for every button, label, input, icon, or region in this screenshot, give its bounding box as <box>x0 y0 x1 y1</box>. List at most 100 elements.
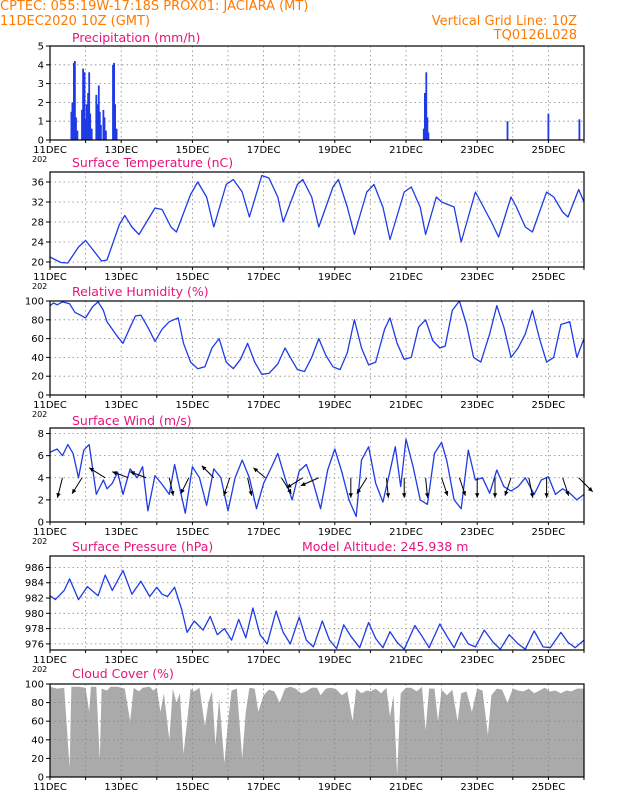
temperature-year-label: 202 <box>32 282 47 291</box>
cloud-cover-area <box>50 686 584 777</box>
pressure-xtick-label: 25DEC <box>532 655 566 666</box>
wind-arrow <box>528 477 535 498</box>
wind-ytick-label: 8 <box>38 429 44 440</box>
wind-arrow <box>180 477 190 494</box>
precipitation-bar <box>74 61 76 140</box>
cloud-cover-xtick-label: 19DEC <box>318 782 352 793</box>
wind-arrow <box>300 477 319 487</box>
humidity-ytick-label: 60 <box>31 334 44 345</box>
precipitation-xtick-label: 13DEC <box>104 145 138 156</box>
wind-xtick-label: 13DEC <box>104 527 138 538</box>
cloud-cover-ytick-label: 60 <box>31 717 44 728</box>
wind-arrow <box>562 477 570 496</box>
pressure-xtick-label: 17DEC <box>247 655 281 666</box>
temperature-xtick-label: 23DEC <box>460 272 494 283</box>
pressure-xtick-label: 19DEC <box>318 655 352 666</box>
precipitation-bar <box>424 93 426 140</box>
pressure-ytick-label: 980 <box>25 609 44 620</box>
wind-xtick-label: 25DEC <box>532 527 566 538</box>
precipitation-bar <box>426 117 429 140</box>
humidity-ytick-label: 0 <box>38 391 44 402</box>
precipitation-panel: 0 1 2 3 4 5 11DEC 13DEC 15DEC 17DEC 19DEC 21DEC 23DE… <box>32 30 585 164</box>
temperature-xtick-label: 13DEC <box>104 272 138 283</box>
precipitation-bar <box>70 111 73 140</box>
precipitation-xtick-label: 25DEC <box>532 145 566 156</box>
temperature-panel: 20 24 28 32 36 11DEC 13DEC 15DEC 17DEC 19DEC 21DEC… <box>31 155 585 291</box>
precipitation-xtick-label: 23DEC <box>460 145 494 156</box>
precipitation-bar <box>97 85 100 140</box>
temperature-xtick-label: 21DEC <box>389 272 423 283</box>
cloud-cover-xtick-label: 11DEC <box>33 782 67 793</box>
wind-arrow <box>544 477 549 498</box>
wind-arrow <box>56 477 63 498</box>
temperature-title: Surface Temperature (nC) <box>72 155 233 170</box>
precipitation-ytick-label: 2 <box>38 98 44 109</box>
wind-frame <box>49 427 585 523</box>
wind-arrow <box>458 477 466 496</box>
wind-arrow <box>201 465 215 479</box>
wind-series-line <box>50 438 584 518</box>
header-date: 11DEC2020 10Z (GMT) <box>0 14 151 29</box>
humidity-panel: 0 20 40 60 80 100 11DEC 13DEC 15DEC 17DEC 19DEC 21D… <box>25 284 585 419</box>
pressure-year-label: 202 <box>32 665 47 674</box>
wind-arrow <box>112 471 129 479</box>
wind-arrow <box>88 467 106 479</box>
humidity-xtick-label: 11DEC <box>33 400 67 411</box>
temperature-ytick-label: 20 <box>31 258 44 269</box>
wind-year-label: 202 <box>32 537 47 546</box>
header-run-id: TQ0126L028 <box>493 28 577 43</box>
cloud-cover-xtick-label: 23DEC <box>460 782 494 793</box>
precipitation-xtick-label: 15DEC <box>176 145 210 156</box>
humidity-xtick-label: 15DEC <box>176 400 210 411</box>
temperature-xtick-label: 17DEC <box>247 272 281 283</box>
precipitation-bar <box>115 128 118 140</box>
precipitation-xtick-label: 17DEC <box>247 145 281 156</box>
precipitation-bar <box>578 119 581 140</box>
wind-arrow <box>385 477 391 498</box>
precipitation-bar <box>73 62 75 140</box>
pressure-ytick-label: 978 <box>25 624 44 635</box>
cloud-cover-xtick-label: 13DEC <box>104 782 138 793</box>
cloud-cover-ytick-label: 100 <box>25 680 44 691</box>
precipitation-bar <box>71 102 74 140</box>
humidity-xtick-label: 17DEC <box>247 400 281 411</box>
precipitation-bar <box>427 132 430 140</box>
precipitation-xtick-label: 19DEC <box>318 145 352 156</box>
precipitation-ytick-label: 4 <box>38 60 44 71</box>
pressure-xtick-label: 15DEC <box>176 655 210 666</box>
wind-xtick-label: 17DEC <box>247 527 281 538</box>
cloud-cover-title: Cloud Cover (%) <box>72 666 174 681</box>
precipitation-bar <box>95 94 98 140</box>
header-station: CPTEC: 055:19W-17:18S PROX01: JACIARA (M… <box>0 0 309 14</box>
precipitation-bar <box>83 72 86 140</box>
pressure-title: Surface Pressure (hPa) <box>72 539 213 554</box>
precipitation-bar <box>84 119 87 140</box>
wind-arrow <box>168 477 175 496</box>
wind-arrow <box>223 477 231 496</box>
humidity-xtick-label: 23DEC <box>460 400 494 411</box>
pressure-ytick-label: 982 <box>25 594 44 605</box>
precipitation-xtick-label: 11DEC <box>33 145 67 156</box>
wind-arrow <box>129 471 147 479</box>
cloud-cover-xtick-label: 21DEC <box>389 782 423 793</box>
precipitation-bar <box>75 117 77 140</box>
precipitation-bar <box>100 125 102 140</box>
precipitation-bar <box>98 111 101 140</box>
wind-arrow <box>253 467 266 479</box>
precipitation-title: Precipitation (mm/h) <box>72 30 200 45</box>
wind-xtick-label: 21DEC <box>389 527 423 538</box>
humidity-year-label: 202 <box>32 410 47 419</box>
wind-ytick-label: 0 <box>38 518 44 529</box>
wind-arrow <box>280 477 292 495</box>
wind-arrow <box>425 477 430 498</box>
humidity-xtick-label: 19DEC <box>318 400 352 411</box>
temperature-xtick-label: 11DEC <box>33 272 67 283</box>
temperature-xtick-label: 25DEC <box>532 272 566 283</box>
pressure-ytick-label: 984 <box>25 578 44 589</box>
pressure-subtitle: Model Altitude: 245.938 m <box>302 539 468 554</box>
cloud-cover-xtick-label: 15DEC <box>176 782 210 793</box>
precipitation-frame <box>49 45 585 141</box>
precipitation-bar <box>425 72 428 140</box>
wind-arrow <box>286 477 304 489</box>
pressure-panel: 976 978 980 982 984 986 11DEC 13DEC 15DEC 17DEC 19… <box>25 539 585 674</box>
